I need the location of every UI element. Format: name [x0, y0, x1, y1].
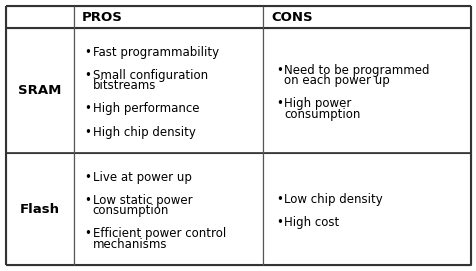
- Bar: [263, 28, 470, 153]
- Bar: [73, 153, 263, 265]
- Text: •: •: [84, 126, 91, 139]
- Text: on each power up: on each power up: [284, 74, 389, 87]
- Text: Low static power: Low static power: [92, 194, 192, 207]
- Text: •: •: [84, 102, 91, 115]
- Text: consumption: consumption: [284, 108, 360, 121]
- Text: •: •: [84, 171, 91, 184]
- Text: consumption: consumption: [92, 204, 169, 217]
- Text: •: •: [276, 97, 283, 110]
- Text: CONS: CONS: [271, 11, 312, 24]
- Text: bitstreams: bitstreams: [92, 79, 156, 92]
- Text: •: •: [276, 192, 283, 205]
- Text: •: •: [84, 194, 91, 207]
- Text: •: •: [276, 216, 283, 229]
- Text: High chip density: High chip density: [92, 126, 195, 139]
- Text: •: •: [84, 227, 91, 240]
- Text: Low chip density: Low chip density: [284, 192, 382, 205]
- Text: Need to be programmed: Need to be programmed: [284, 64, 429, 77]
- Text: PROS: PROS: [81, 11, 122, 24]
- Text: Flash: Flash: [20, 203, 60, 216]
- Text: •: •: [84, 69, 91, 82]
- Bar: [6, 6, 73, 28]
- Text: High performance: High performance: [92, 102, 198, 115]
- Bar: [6, 153, 73, 265]
- Text: High power: High power: [284, 97, 351, 110]
- Text: Fast programmability: Fast programmability: [92, 46, 218, 59]
- Bar: [73, 28, 263, 153]
- Text: Live at power up: Live at power up: [92, 171, 191, 184]
- Text: Small configuration: Small configuration: [92, 69, 207, 82]
- Bar: [263, 153, 470, 265]
- Text: mechanisms: mechanisms: [92, 237, 167, 250]
- Bar: [263, 6, 470, 28]
- Bar: [6, 28, 73, 153]
- Text: •: •: [84, 46, 91, 59]
- Text: High cost: High cost: [284, 216, 339, 229]
- Text: •: •: [276, 64, 283, 77]
- Text: SRAM: SRAM: [18, 84, 61, 97]
- Text: Efficient power control: Efficient power control: [92, 227, 225, 240]
- Bar: [73, 6, 263, 28]
